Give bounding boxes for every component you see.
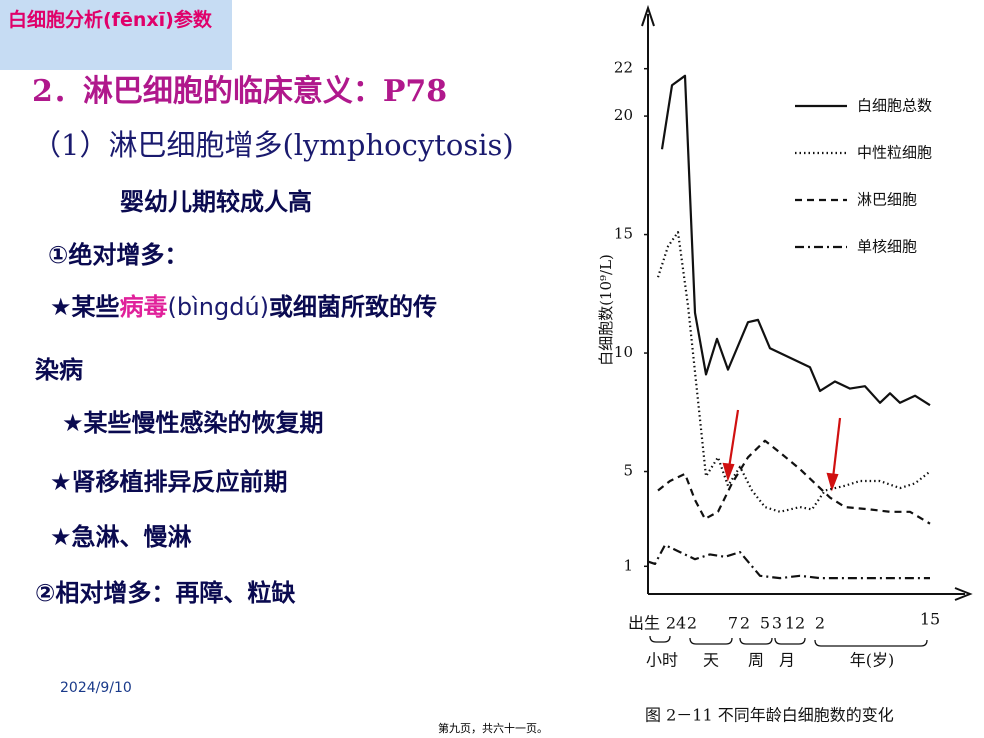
page-footer: 第九页，共六十一页。 [438,722,548,735]
header-title: 白细胞分析(fēnxī)参数 [8,9,212,31]
y-tick-label: 10 [614,343,633,361]
x-tick-label: 24 [666,614,686,633]
text-line: ②相对增多：再障、粒缺 [35,573,295,608]
text-line: ★某些病毒(bìngdú)或细菌所致的传 [50,287,437,322]
text: ②相对增多：再障、粒缺 [35,579,296,607]
text-line: ★肾移植排异反应前期 [50,462,288,497]
text-line: ★某些慢性感染的恢复期 [62,403,324,438]
x-tick-label: 2 [687,614,697,633]
brace [814,639,928,647]
pinyin: (bìngdú) [167,293,270,321]
x-axis-arrow [954,587,973,601]
text-line: ①绝对增多： [48,235,188,270]
header-box: 白细胞分析(fēnxī)参数 [0,0,232,70]
subheading: （1）淋巴细胞增多(lymphocytosis) [32,128,514,162]
arrow [727,409,740,469]
text: ①绝对增多： [48,241,189,269]
heading: 2．淋巴细胞的临床意义：P78 [32,74,448,109]
x-tick-label: 7 [728,614,738,633]
legend-label: 中性粒细胞 [857,144,932,162]
axes [641,4,973,601]
arrow [831,417,842,479]
x-group-label: 小时 [646,651,678,670]
series-line [660,74,931,407]
text: 或细菌所致的传 [269,293,438,321]
date: 2024/9/10 [60,680,132,696]
y-axis-label: 白细胞数(10⁹/L) [597,254,615,366]
text: ★肾移植排异反应前期 [50,468,288,496]
y-tick-label: 15 [614,225,633,243]
arrow-head [722,462,735,482]
x-tick-label: 15 [920,610,940,629]
y-tick-label: 22 [614,59,633,77]
x-tick-label: 12 [785,614,805,633]
y-tick-label: 5 [623,462,633,480]
y-tick-label: 20 [614,106,633,124]
series-line [657,439,931,525]
legend-label: 单核细胞 [857,238,917,256]
legend-label: 白细胞总数 [857,97,932,115]
brace [649,635,671,643]
brace [689,637,733,645]
x-tick-label: 2 [815,614,825,633]
x-group-label: 天 [703,651,719,670]
arrow-head [826,472,839,492]
text: ★某些 [50,293,120,321]
text-line: 婴幼儿期较成人高 [120,182,312,217]
x-tick-label: 2 [740,614,750,633]
y-tick-label: 1 [623,556,633,574]
highlight-text: 病毒 [119,293,168,321]
series-line [656,231,931,513]
annotation-arrows [722,409,842,492]
text-line: 染病 [35,350,83,385]
brace [774,637,806,645]
x-tick-label: 3 [772,614,782,633]
text: 染病 [35,356,83,384]
x-tick-label: 出生 [628,614,660,633]
x-tick-label: 5 [760,614,770,633]
y-axis-arrow [641,4,655,27]
legend-label: 淋巴细胞 [857,191,917,209]
text: 婴幼儿期较成人高 [120,188,312,216]
text-line: ★急淋、慢淋 [50,517,192,552]
text: ★某些慢性感染的恢复期 [62,409,324,437]
caption: 图 2－11 不同年龄白细胞数的变化 [645,706,894,725]
group-braces [649,635,928,647]
x-group-label: 月 [779,651,795,670]
series-line [647,543,930,580]
x-group-label: 周 [748,651,764,670]
brace [739,637,773,645]
text: ★急淋、慢淋 [50,523,192,551]
x-group-label: 年(岁) [850,651,895,670]
